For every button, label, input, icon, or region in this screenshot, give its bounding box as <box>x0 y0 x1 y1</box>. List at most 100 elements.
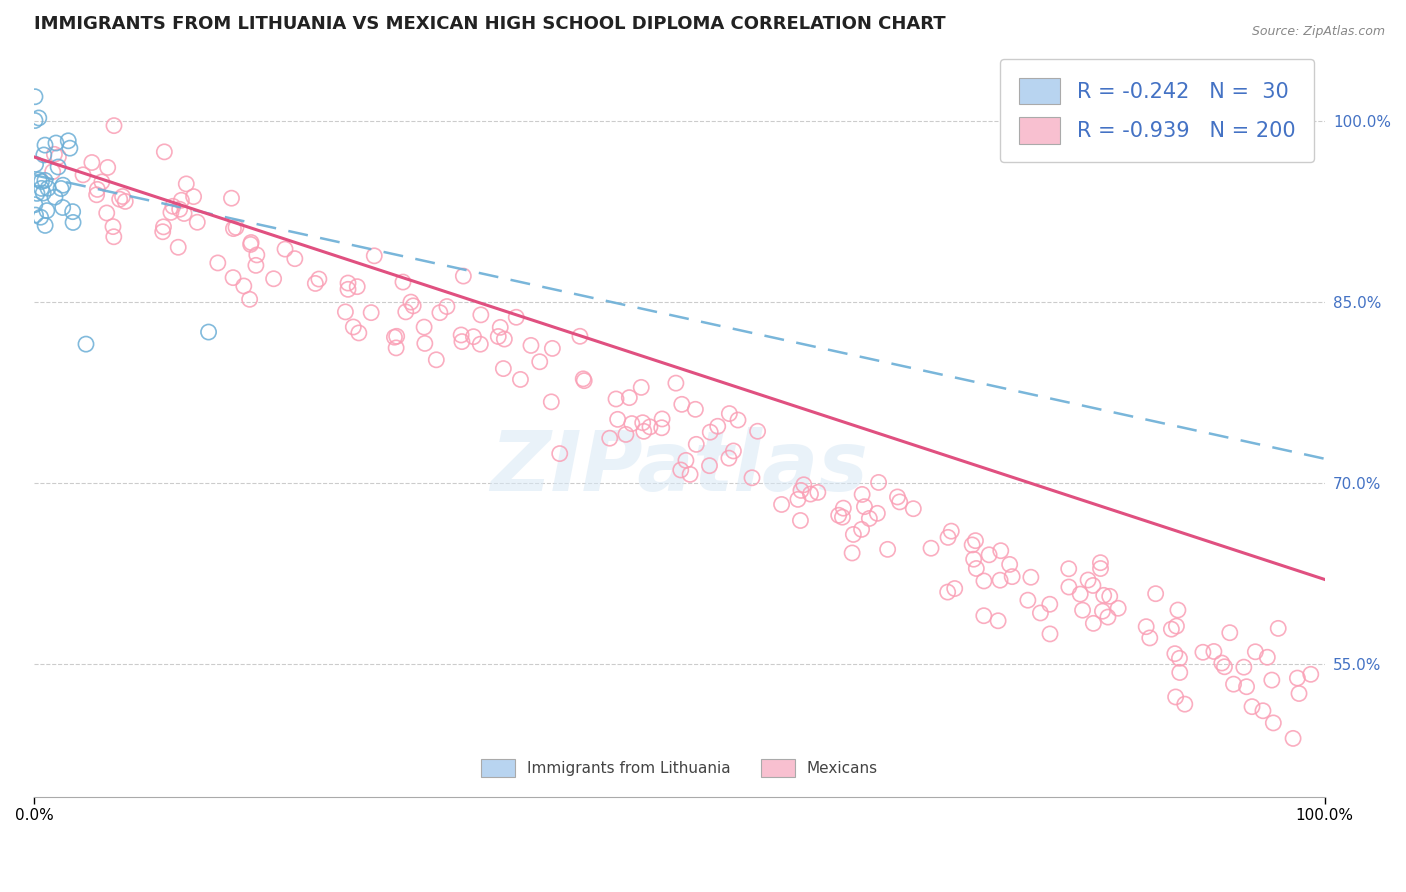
Point <box>1097 610 1119 624</box>
Point <box>453 268 475 283</box>
Point <box>34 138 56 153</box>
Point <box>787 492 810 507</box>
Point <box>936 530 959 544</box>
Point <box>392 275 415 289</box>
Point <box>941 524 963 538</box>
Point <box>789 514 811 528</box>
Point <box>62 204 84 219</box>
Point <box>59 141 82 155</box>
Point <box>620 417 643 431</box>
Point <box>41 164 63 178</box>
Point <box>28 111 51 125</box>
Point <box>34 219 56 233</box>
Point <box>799 487 821 501</box>
Point <box>45 136 67 150</box>
Point <box>851 522 873 536</box>
Point <box>197 325 219 339</box>
Point <box>167 240 190 254</box>
Point <box>395 305 418 319</box>
Point <box>876 542 898 557</box>
Point <box>90 175 112 189</box>
Point <box>425 352 447 367</box>
Point <box>450 328 472 343</box>
Point <box>727 413 749 427</box>
Point <box>342 320 364 334</box>
Point <box>96 206 118 220</box>
Point <box>451 334 474 349</box>
Point <box>429 305 451 319</box>
Point <box>574 374 596 388</box>
Point <box>174 177 197 191</box>
Point <box>413 336 436 351</box>
Point <box>62 215 84 229</box>
Point <box>1164 647 1187 661</box>
Point <box>58 134 80 148</box>
Point <box>853 500 876 514</box>
Point <box>1167 603 1189 617</box>
Point <box>718 407 741 421</box>
Point <box>630 380 652 394</box>
Point <box>337 276 360 290</box>
Point <box>72 168 94 182</box>
Point <box>793 477 815 491</box>
Point <box>638 420 661 434</box>
Point <box>572 372 595 386</box>
Point <box>1174 697 1197 711</box>
Point <box>1017 593 1039 607</box>
Point <box>541 342 564 356</box>
Point <box>114 194 136 209</box>
Point <box>868 475 890 490</box>
Point <box>1219 625 1241 640</box>
Point <box>1222 677 1244 691</box>
Point <box>717 451 740 466</box>
Point <box>1166 619 1188 633</box>
Point <box>103 119 125 133</box>
Point <box>965 533 987 548</box>
Point <box>30 174 52 188</box>
Point <box>399 295 422 310</box>
Point <box>183 189 205 203</box>
Point <box>25 186 48 201</box>
Point <box>402 299 425 313</box>
Point <box>988 573 1011 587</box>
Point <box>170 194 193 208</box>
Point <box>1160 622 1182 636</box>
Point <box>1069 587 1091 601</box>
Point <box>24 89 46 103</box>
Point <box>162 199 184 213</box>
Point <box>44 190 66 204</box>
Point <box>920 541 942 556</box>
Point <box>75 337 97 351</box>
Point <box>245 258 267 272</box>
Point <box>48 150 70 164</box>
Point <box>308 272 330 286</box>
Point <box>1251 704 1274 718</box>
Point <box>679 467 702 482</box>
Point <box>32 186 55 200</box>
Point <box>606 412 628 426</box>
Point <box>1144 587 1167 601</box>
Point <box>943 582 966 596</box>
Point <box>486 329 509 343</box>
Point <box>49 181 72 195</box>
Point <box>619 391 641 405</box>
Point <box>1092 588 1115 602</box>
Point <box>46 160 69 174</box>
Point <box>52 178 75 193</box>
Point <box>1202 644 1225 658</box>
Point <box>675 453 697 467</box>
Point <box>1233 660 1256 674</box>
Point <box>505 310 527 325</box>
Point <box>1090 561 1112 575</box>
Point <box>1213 659 1236 673</box>
Point <box>828 508 851 523</box>
Point <box>31 181 53 195</box>
Point <box>52 201 75 215</box>
Point <box>463 329 485 343</box>
Point <box>866 506 889 520</box>
Point <box>1139 631 1161 645</box>
Point <box>841 546 863 560</box>
Point <box>851 487 873 501</box>
Point <box>186 215 208 229</box>
Point <box>858 511 880 525</box>
